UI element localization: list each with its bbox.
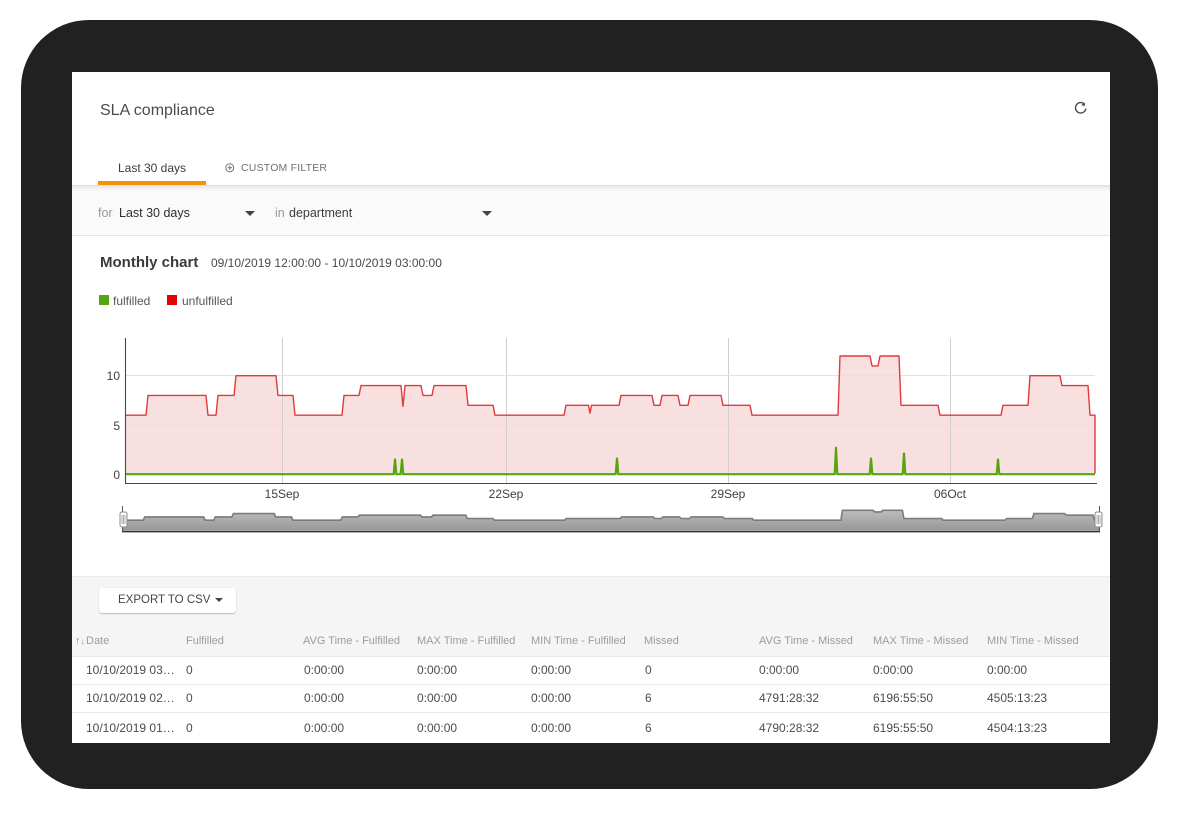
svg-text:29Sep: 29Sep xyxy=(711,487,746,501)
svg-text:10: 10 xyxy=(107,369,121,383)
svg-text:06Oct: 06Oct xyxy=(934,487,967,501)
svg-text:22Sep: 22Sep xyxy=(489,487,524,501)
svg-text:0: 0 xyxy=(113,468,120,482)
svg-text:15Sep: 15Sep xyxy=(265,487,300,501)
svg-text:5: 5 xyxy=(113,419,120,433)
